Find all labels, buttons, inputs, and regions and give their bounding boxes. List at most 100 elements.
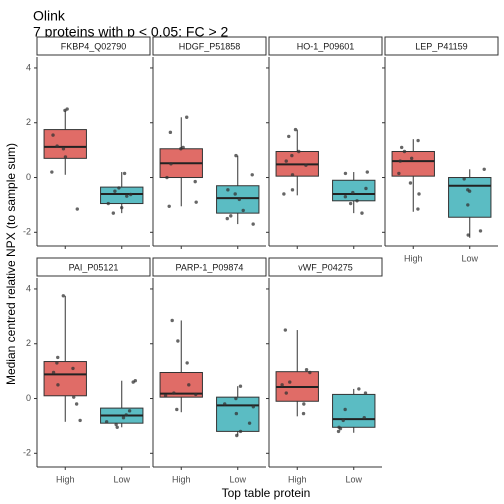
data-point	[284, 391, 288, 395]
data-point	[293, 127, 298, 132]
y-tick-label: 0	[26, 393, 31, 403]
facet-strip-label: LEP_P41159	[415, 41, 467, 51]
x-tick-label: High	[172, 474, 191, 484]
data-point	[125, 194, 129, 198]
chart-subtitle: 7 proteins with p < 0.05; FC > 2	[33, 24, 229, 40]
data-point	[165, 175, 169, 180]
data-point	[338, 426, 343, 431]
data-point	[55, 361, 59, 365]
facet-strip-label: vWF_P04275	[298, 262, 353, 272]
data-point	[185, 115, 189, 119]
data-point	[251, 222, 255, 226]
data-point	[225, 216, 229, 221]
data-point	[120, 205, 124, 210]
data-point	[297, 149, 301, 154]
data-point	[65, 107, 69, 111]
data-point	[341, 418, 345, 423]
box-low	[100, 379, 144, 429]
data-point	[308, 370, 312, 375]
facet-panel: LEP_P41159	[382, 36, 499, 249]
data-point	[247, 421, 252, 425]
facet-panel: FKBP4_Q02790 -2 0 2 4	[23, 36, 151, 249]
data-point	[115, 425, 119, 429]
data-point	[235, 433, 239, 438]
data-point	[362, 415, 366, 420]
box-low	[216, 153, 260, 226]
y-axis-label: Median centred relative NPX (to sample s…	[4, 143, 18, 385]
box-high	[43, 107, 87, 211]
data-point	[408, 181, 413, 185]
data-point	[336, 429, 341, 434]
data-point	[124, 413, 128, 417]
data-point	[283, 328, 288, 332]
facet-strip-label: PARP-1_P09874	[176, 262, 244, 272]
data-point	[397, 171, 401, 176]
box-low	[216, 384, 260, 438]
data-point	[482, 167, 486, 172]
data-point	[56, 383, 60, 387]
x-tick-label: Low	[113, 474, 130, 484]
data-point	[478, 229, 483, 233]
facet-strip-label: HDGF_P51858	[179, 41, 241, 51]
box-high	[159, 318, 203, 413]
data-point	[284, 159, 288, 163]
data-point	[176, 339, 180, 343]
box-low	[100, 171, 144, 215]
data-point	[290, 173, 295, 177]
data-point	[364, 186, 368, 191]
y-tick-label: 2	[26, 117, 31, 127]
facet-panel: PAI_P05121 -2 0 2 4	[23, 257, 151, 470]
x-tick-label: Low	[461, 253, 478, 263]
data-point	[409, 156, 414, 161]
data-point	[363, 391, 368, 395]
x-tick-label: High	[288, 474, 307, 484]
data-point	[131, 380, 135, 384]
data-point	[234, 411, 239, 416]
data-point	[51, 133, 55, 137]
data-point	[234, 396, 238, 401]
data-point	[348, 201, 353, 206]
box-low	[332, 170, 376, 215]
facet-strip	[152, 36, 267, 56]
y-tick-label: -2	[23, 448, 31, 458]
facet-strip-label: FKBP4_Q02790	[61, 41, 127, 51]
facet-strip	[268, 36, 383, 56]
data-point	[233, 192, 237, 196]
data-point	[351, 190, 355, 195]
data-point	[238, 429, 243, 434]
data-point	[169, 162, 173, 166]
data-point	[398, 159, 402, 163]
box	[332, 179, 376, 202]
facet-strip	[268, 257, 383, 277]
data-point	[50, 170, 54, 174]
y-tick-label: 0	[26, 172, 31, 182]
data-point	[163, 394, 168, 398]
box	[43, 129, 87, 159]
data-point	[185, 361, 189, 365]
data-point	[117, 186, 121, 190]
data-point	[466, 203, 470, 207]
box	[332, 393, 376, 428]
y-tick-label: 4	[26, 283, 31, 293]
data-point	[74, 402, 79, 406]
data-point	[304, 368, 309, 372]
facet-panel: HDGF_P51858	[150, 36, 267, 249]
data-point	[170, 318, 174, 323]
facet-strip	[36, 257, 151, 277]
x-tick-label: Low	[345, 474, 362, 484]
data-point	[127, 409, 132, 413]
x-axis-label: Top table protein	[222, 486, 311, 500]
data-point	[55, 144, 59, 148]
data-point	[167, 204, 171, 208]
box-high	[275, 127, 319, 196]
data-point	[288, 380, 292, 384]
data-point	[301, 411, 306, 416]
data-point	[280, 383, 284, 387]
data-point	[121, 415, 126, 420]
data-point	[290, 188, 295, 192]
data-point	[193, 179, 197, 184]
data-point	[223, 402, 227, 406]
data-point	[187, 383, 191, 387]
data-point	[355, 199, 359, 203]
